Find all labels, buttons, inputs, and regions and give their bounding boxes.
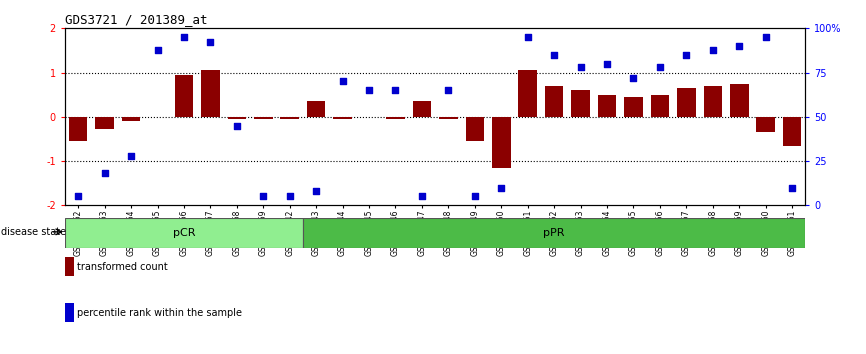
Bar (757, 117, 775, 132)
Point (547, 52, 561, 58)
Bar (303, 218, 805, 248)
Bar (122, 117, 140, 121)
Point (653, 64, 667, 70)
Point (124, 153, 138, 159)
Point (520, 34, 534, 40)
Point (468, 194, 481, 199)
Bar (492, 117, 511, 168)
Bar (228, 117, 246, 119)
Point (98, 171, 112, 176)
Bar (519, 70, 537, 117)
Point (680, 52, 694, 58)
Point (627, 75, 641, 81)
Text: GDS3721 / 201389_at: GDS3721 / 201389_at (65, 13, 208, 26)
Point (389, 87, 403, 93)
Bar (598, 95, 617, 117)
Bar (677, 88, 695, 117)
Point (785, 185, 799, 190)
Point (442, 87, 456, 93)
Bar (545, 86, 564, 117)
Bar (439, 117, 457, 119)
Point (362, 87, 376, 93)
Point (256, 194, 270, 199)
Point (494, 185, 508, 190)
Point (573, 64, 587, 70)
Point (229, 123, 243, 129)
Point (204, 40, 217, 45)
Bar (69, 117, 87, 141)
Bar (466, 117, 484, 141)
Point (336, 79, 350, 84)
Bar (413, 101, 431, 117)
Bar (65, 218, 303, 248)
Text: pCR: pCR (172, 228, 195, 238)
Point (759, 34, 772, 40)
Bar (572, 90, 590, 117)
Bar (333, 117, 352, 119)
Point (733, 43, 746, 49)
Point (283, 194, 297, 199)
Point (706, 47, 720, 52)
Point (71, 194, 85, 199)
Bar (201, 70, 220, 117)
Bar (175, 75, 193, 117)
Bar (624, 97, 643, 117)
Text: percentile rank within the sample: percentile rank within the sample (77, 308, 242, 318)
Bar (281, 117, 299, 119)
Bar (95, 117, 113, 129)
Bar (703, 86, 722, 117)
Point (415, 194, 429, 199)
Bar (783, 117, 801, 145)
Bar (730, 84, 748, 117)
Bar (307, 101, 326, 117)
Text: transformed count: transformed count (77, 262, 168, 272)
Text: pPR: pPR (543, 228, 565, 238)
Bar (386, 117, 404, 119)
Point (600, 61, 614, 67)
Bar (650, 95, 669, 117)
Point (177, 34, 191, 40)
Point (151, 47, 165, 52)
Point (309, 188, 323, 194)
Text: disease state: disease state (1, 227, 66, 237)
Bar (254, 117, 273, 119)
